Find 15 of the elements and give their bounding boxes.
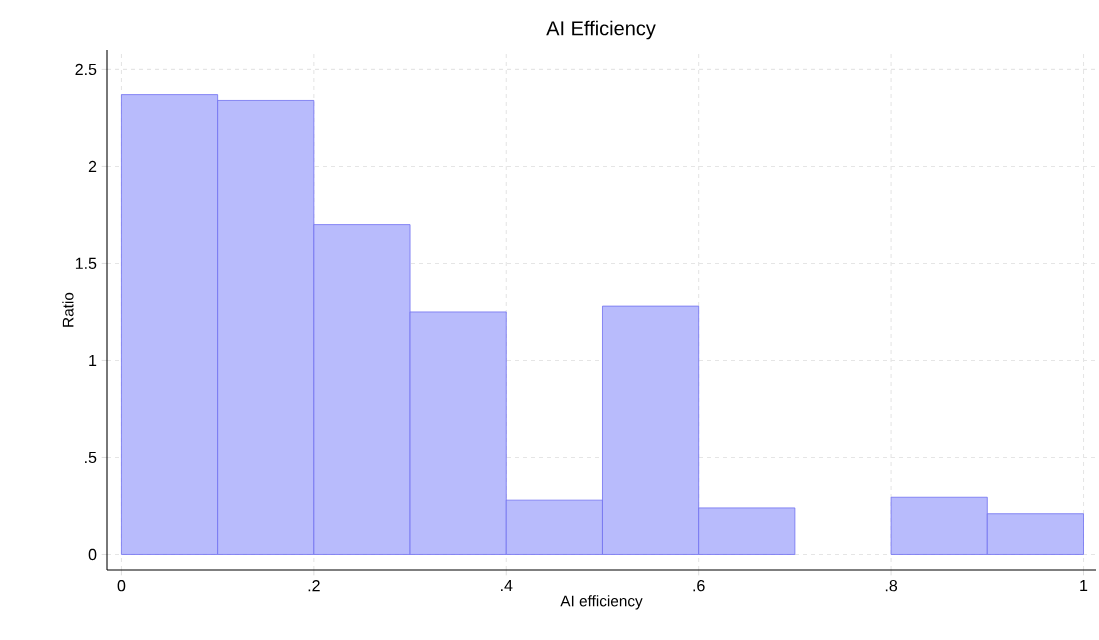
y-tick-label: 1 [89,354,97,366]
y-tick-label: 1.5 [75,257,97,269]
x-tick-label: 1 [1080,580,1088,592]
x-tick-label: .4 [501,580,513,592]
y-axis-title: Ratio [62,292,74,327]
x-axis-title: AI efficiency [560,595,643,610]
y-tick-label: 2.5 [75,63,97,76]
x-tick-label: .6 [693,580,705,592]
y-tick-label: .5 [85,451,97,464]
y-tick-label: 2 [88,160,97,172]
x-tick-label: .8 [885,580,898,592]
x-tick-label: .2 [308,580,320,592]
chart-title: AI Efficiency [546,20,656,40]
y-tick-label: 0 [88,548,97,561]
x-tick-label: 0 [117,580,126,592]
